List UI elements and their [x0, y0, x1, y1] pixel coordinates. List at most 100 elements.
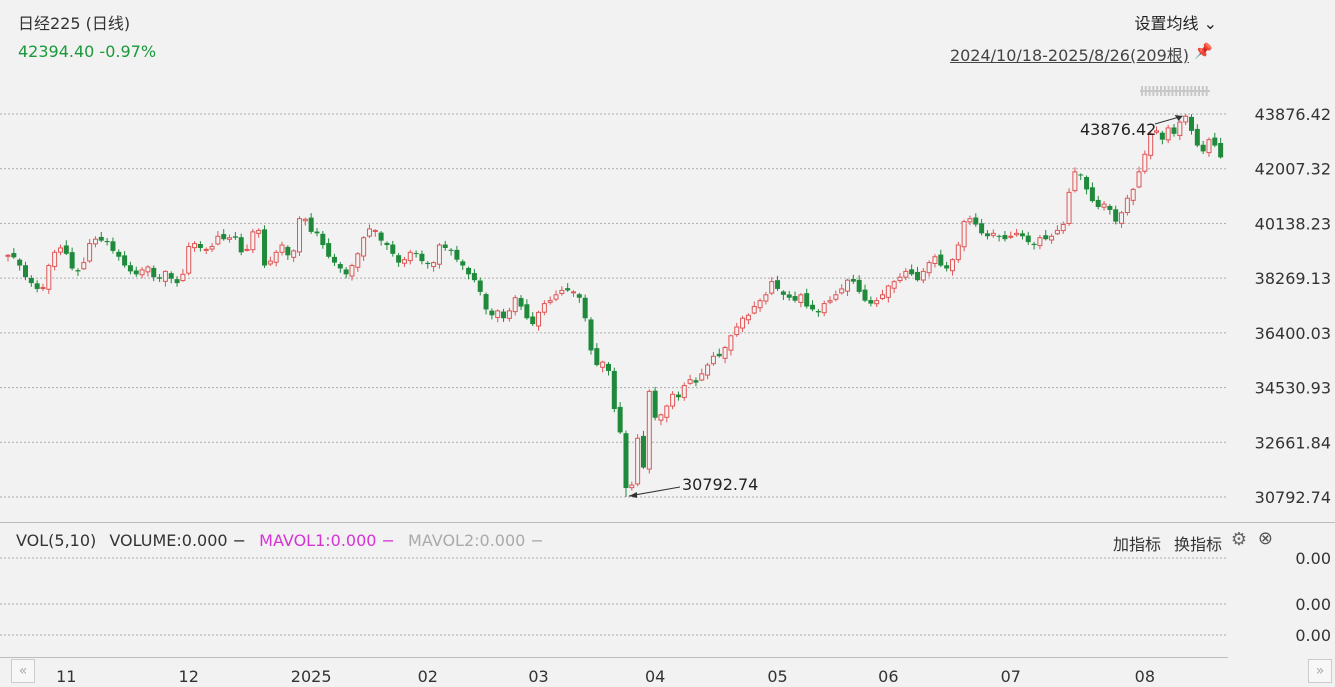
candle-body-up: [244, 248, 250, 251]
date-range-label[interactable]: 2024/10/18-2025/8/26(209根): [949, 46, 1189, 65]
candle-body-up: [145, 266, 151, 273]
candle-body-up: [687, 379, 693, 384]
candle-body-up: [1037, 237, 1043, 247]
candle-body-down: [576, 294, 582, 298]
candle-body-up: [372, 229, 378, 232]
candle-body-down: [611, 370, 617, 409]
candle-body-up: [874, 300, 880, 305]
candle-body-down: [28, 277, 34, 284]
candle-body-down: [1019, 233, 1025, 237]
candle-body-down: [984, 233, 990, 237]
candle-body-up: [845, 279, 851, 292]
x-tick-label: 03: [528, 667, 548, 686]
candle-body-down: [979, 223, 985, 234]
candle-body-up: [1119, 212, 1125, 224]
candle-body-down: [780, 291, 786, 295]
candle-body-up: [186, 246, 192, 274]
volume-value: VOLUME:0.000: [109, 531, 228, 550]
candle-body-down: [63, 245, 69, 254]
candle-body-up: [646, 390, 652, 470]
candle-body-down: [413, 253, 419, 255]
candle-body-down: [1095, 199, 1101, 207]
candle-body-down: [1031, 243, 1037, 246]
candle-body-down: [640, 435, 646, 468]
scroll-left-button[interactable]: «: [11, 659, 35, 683]
candle-body-up: [87, 243, 93, 262]
gear-icon[interactable]: ⚙: [1230, 529, 1247, 550]
candle-body-up: [302, 218, 308, 222]
mavol1-value: MAVOL1:0.000: [259, 531, 377, 550]
candle-body-up: [1206, 139, 1212, 154]
x-tick-label: 08: [1135, 667, 1155, 686]
candle-body-down: [419, 253, 425, 262]
candle-body-down: [110, 241, 116, 251]
candle-body-down: [938, 254, 944, 266]
candle-body-up: [629, 484, 635, 489]
candle-body-down: [471, 273, 477, 281]
low-annotation-arrow: [628, 486, 681, 497]
candle-body-down: [489, 310, 495, 316]
candle-body-up: [897, 276, 903, 282]
candle-body-up: [46, 265, 52, 290]
candle-body-down: [1043, 235, 1049, 240]
candle-body-up: [1101, 203, 1107, 208]
add-indicator-button[interactable]: 加指标: [1112, 535, 1161, 554]
candle-body-down: [675, 394, 681, 398]
candle-body-down: [909, 269, 915, 275]
candle-body-up: [553, 294, 559, 300]
candle-body-up: [431, 262, 437, 268]
candle-body-up: [1148, 133, 1154, 156]
candle-body-up: [1060, 224, 1066, 232]
candle-body-up: [1014, 232, 1020, 236]
candle-body-up: [297, 218, 302, 253]
candle-body-down: [75, 270, 81, 272]
candle-body-up: [162, 270, 168, 282]
candle-body-up: [512, 297, 518, 313]
pin-icon[interactable]: 📌: [1194, 42, 1213, 60]
candle-body-up: [349, 265, 355, 277]
candle-body-up: [932, 256, 938, 264]
candle-body-down: [221, 234, 227, 240]
candle-body-up: [757, 300, 763, 309]
close-icon[interactable]: ⊗: [1257, 528, 1273, 549]
x-tick-label: 07: [1001, 667, 1021, 686]
candle-body-down: [1188, 116, 1194, 131]
x-tick-label: 02: [418, 667, 438, 686]
candle-body-up: [559, 289, 565, 294]
candle-body-down: [442, 244, 448, 248]
candle-body-down: [331, 256, 337, 263]
volume-axis-label: 0.00: [1295, 549, 1331, 568]
candle-body-up: [139, 269, 145, 276]
candle-body-up: [833, 294, 839, 300]
candle-body-down: [337, 264, 343, 269]
candle-body-down: [133, 270, 139, 275]
candle-body-up: [227, 237, 233, 240]
candle-body-up: [1066, 191, 1072, 224]
candle-body-up: [961, 221, 967, 248]
candle-body-down: [326, 243, 332, 257]
candle-body-down: [693, 380, 699, 383]
candle-body-down: [98, 236, 104, 241]
candle-body-down: [996, 235, 1002, 237]
candle-body-up: [250, 231, 256, 251]
candle-body-up: [798, 294, 804, 304]
candle-body-down: [1194, 128, 1200, 146]
candle-body-up: [600, 361, 606, 368]
candle-body-up: [1154, 130, 1160, 133]
candle-body-up: [751, 306, 757, 314]
candle-body-down: [1107, 205, 1113, 210]
candle-body-down: [850, 278, 856, 282]
switch-indicator-button[interactable]: 换指标: [1173, 535, 1222, 554]
candle-body-down: [1002, 235, 1008, 240]
candle-body-up: [215, 235, 221, 245]
candle-body-down: [238, 237, 244, 253]
ma-settings-button[interactable]: 设置均线 ⌄: [1134, 14, 1218, 33]
candle-body-down: [116, 251, 122, 257]
candle-body-down: [1078, 174, 1084, 176]
candle-body-down: [623, 433, 629, 489]
low-annotation-label: 30792.74: [682, 475, 758, 494]
candle-body-down: [944, 265, 950, 269]
scroll-right-button[interactable]: »: [1308, 659, 1332, 683]
candle-body-up: [827, 300, 833, 303]
